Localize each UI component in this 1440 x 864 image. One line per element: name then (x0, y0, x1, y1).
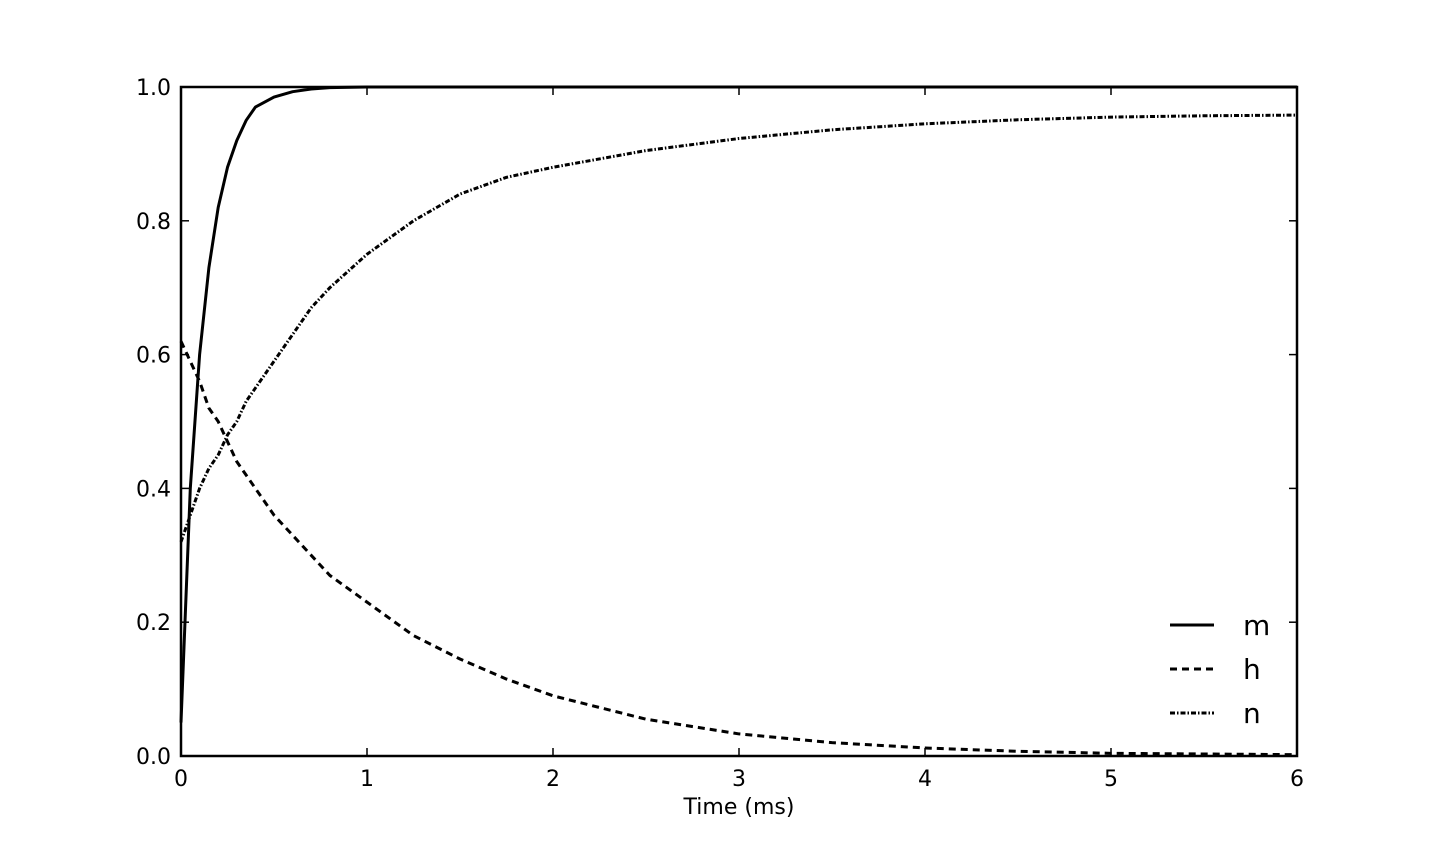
y-tick-label: 0.0 (136, 745, 171, 770)
y-tick-label: 0.4 (136, 477, 171, 502)
legend-label-n: n (1243, 697, 1261, 730)
x-tick-label: 3 (732, 767, 746, 792)
x-axis-title: Time (ms) (683, 795, 795, 820)
x-tick-label: 6 (1290, 767, 1304, 792)
y-tick-label: 0.2 (136, 611, 171, 636)
legend-label-m: m (1243, 609, 1270, 642)
series-layer (179, 85, 1298, 757)
x-tick-label: 0 (174, 767, 188, 792)
legend: mhn (1170, 609, 1270, 730)
y-tick-label: 0.6 (136, 344, 171, 369)
y-tick-label: 1.0 (136, 76, 171, 101)
y-tick-label: 0.8 (136, 210, 171, 235)
legend-label-h: h (1243, 653, 1261, 686)
plot-frame (179, 85, 1299, 758)
ticks-layer: 0 1 2 3 4 5 6 0.0 0.2 0.4 0.6 0.8 1.0 (136, 76, 1304, 792)
x-tick-label: 4 (918, 767, 932, 792)
x-tick-label: 2 (546, 767, 560, 792)
x-tick-label: 1 (360, 767, 374, 792)
series-line-n (179, 113, 1298, 543)
x-tick-label: 5 (1104, 767, 1118, 792)
series-line-m (179, 85, 1297, 723)
series-line-h (179, 340, 1298, 757)
